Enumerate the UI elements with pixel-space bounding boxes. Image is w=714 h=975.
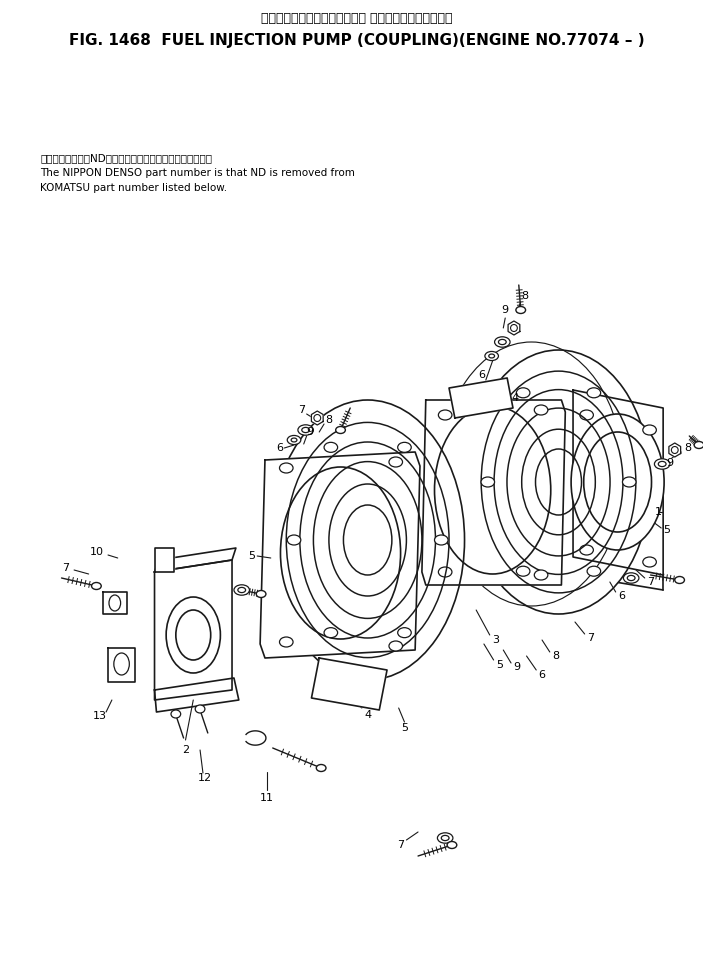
Polygon shape: [573, 390, 663, 575]
Polygon shape: [154, 548, 236, 572]
Ellipse shape: [587, 566, 600, 576]
Polygon shape: [260, 452, 420, 658]
Text: 9: 9: [513, 662, 521, 672]
Text: 6: 6: [618, 591, 625, 601]
Text: 9: 9: [666, 458, 673, 468]
Ellipse shape: [256, 591, 266, 598]
Ellipse shape: [324, 443, 338, 452]
Ellipse shape: [316, 764, 326, 771]
Ellipse shape: [516, 388, 530, 398]
Text: 7: 7: [298, 405, 306, 415]
Ellipse shape: [398, 628, 411, 638]
Text: 7: 7: [647, 577, 654, 587]
Text: 1: 1: [655, 507, 662, 517]
Ellipse shape: [166, 597, 221, 673]
Polygon shape: [104, 592, 127, 614]
Polygon shape: [311, 411, 323, 425]
Polygon shape: [449, 378, 513, 418]
Text: 7: 7: [587, 633, 594, 643]
Ellipse shape: [398, 443, 411, 452]
Text: 5: 5: [401, 723, 408, 733]
Ellipse shape: [438, 567, 452, 577]
Ellipse shape: [389, 457, 403, 467]
Ellipse shape: [438, 410, 452, 420]
Ellipse shape: [587, 388, 600, 398]
Text: 4: 4: [511, 393, 518, 403]
Ellipse shape: [447, 841, 457, 848]
Text: FIG. 1468  FUEL INJECTION PUMP (COUPLING)(ENGINE NO.77074 – ): FIG. 1468 FUEL INJECTION PUMP (COUPLING)…: [69, 32, 645, 48]
Ellipse shape: [495, 336, 510, 347]
Ellipse shape: [389, 641, 403, 651]
Ellipse shape: [623, 477, 636, 487]
Ellipse shape: [435, 535, 448, 545]
Ellipse shape: [485, 351, 498, 361]
Ellipse shape: [534, 405, 548, 415]
Ellipse shape: [287, 436, 301, 445]
Ellipse shape: [279, 637, 293, 647]
Ellipse shape: [171, 710, 181, 718]
Text: 2: 2: [182, 745, 189, 755]
Text: 6: 6: [276, 443, 283, 453]
Ellipse shape: [298, 425, 313, 435]
Polygon shape: [311, 658, 387, 710]
Ellipse shape: [109, 595, 121, 611]
Text: フェルインジェクションポンプ カップリング　通用号機: フェルインジェクションポンプ カップリング 通用号機: [261, 12, 453, 24]
Ellipse shape: [271, 400, 465, 680]
Polygon shape: [669, 443, 680, 457]
Ellipse shape: [287, 535, 301, 545]
Text: 7: 7: [62, 563, 69, 573]
Ellipse shape: [481, 477, 495, 487]
Text: 3: 3: [492, 635, 499, 645]
Ellipse shape: [91, 582, 101, 590]
Text: 8: 8: [521, 291, 528, 301]
Polygon shape: [154, 560, 232, 700]
Text: KOMATSU part number listed below.: KOMATSU part number listed below.: [40, 183, 227, 193]
Ellipse shape: [279, 463, 293, 473]
Ellipse shape: [643, 557, 656, 567]
Text: 11: 11: [260, 793, 274, 803]
Ellipse shape: [466, 350, 650, 614]
Text: 7: 7: [397, 840, 404, 850]
Text: 9: 9: [306, 427, 313, 437]
Polygon shape: [422, 400, 565, 585]
Ellipse shape: [234, 585, 249, 595]
Ellipse shape: [675, 576, 685, 583]
Text: 5: 5: [248, 551, 255, 561]
Polygon shape: [154, 678, 238, 712]
Ellipse shape: [643, 425, 656, 435]
Polygon shape: [508, 321, 520, 335]
Ellipse shape: [655, 459, 670, 469]
Text: 8: 8: [552, 651, 559, 661]
Text: The NIPPON DENSO part number is that ND is removed from: The NIPPON DENSO part number is that ND …: [40, 168, 355, 178]
Text: 12: 12: [198, 773, 212, 783]
Polygon shape: [108, 648, 135, 682]
Ellipse shape: [580, 545, 593, 555]
Text: 8: 8: [684, 443, 691, 453]
Ellipse shape: [580, 410, 593, 420]
Text: 8: 8: [326, 415, 333, 425]
Ellipse shape: [516, 306, 526, 314]
Ellipse shape: [336, 426, 346, 434]
Ellipse shape: [438, 833, 453, 843]
Ellipse shape: [623, 572, 639, 583]
Ellipse shape: [516, 566, 530, 576]
Ellipse shape: [534, 570, 548, 580]
Ellipse shape: [571, 414, 664, 550]
Ellipse shape: [324, 628, 338, 638]
Text: 10: 10: [89, 547, 104, 557]
Text: 6: 6: [478, 370, 486, 380]
Text: 9: 9: [502, 305, 509, 315]
Ellipse shape: [195, 705, 205, 713]
Text: 品番のメーカ小号NDを除いたものが日本電荷の品番です。: 品番のメーカ小号NDを除いたものが日本電荷の品番です。: [40, 153, 212, 163]
Text: 13: 13: [94, 711, 107, 721]
Text: 4: 4: [364, 710, 371, 720]
Text: 6: 6: [538, 670, 545, 680]
Text: 5: 5: [663, 525, 670, 535]
Ellipse shape: [694, 442, 704, 448]
Polygon shape: [154, 548, 174, 572]
Text: 5: 5: [496, 660, 503, 670]
